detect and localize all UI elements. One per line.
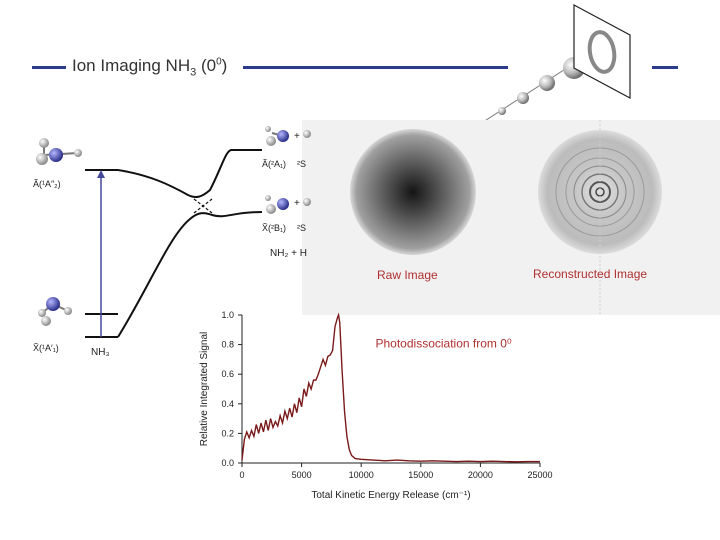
title-rule-far (652, 66, 678, 69)
state-X-left-label: X̃(¹A′₁) (33, 343, 59, 353)
lower-surface-curve (117, 211, 263, 338)
upper-surface-curve (117, 149, 262, 199)
x-tick-label: 20000 (468, 470, 493, 480)
chart-annotation: Photodissociation from 0⁰ (376, 337, 512, 351)
ion-sphere (517, 92, 529, 104)
detector-ring (587, 30, 617, 74)
nh2-X-molecule (265, 195, 311, 214)
slide-title: Ion Imaging NH3 (00) (72, 56, 228, 79)
y-tick-label: 0.0 (221, 458, 234, 468)
conical-intersection (193, 198, 213, 214)
x-tick-label: 25000 (527, 470, 552, 480)
nh3-excited-molecule (36, 138, 82, 165)
state-A-right-label: Ã(²A₁) (262, 159, 286, 169)
s2-top-label: ²S (297, 159, 306, 169)
kinetic-energy-spectrum-chart: 0.0 0.2 0.4 0.6 0.8 1.0 0 5000 10000 15000 20000 25… (199, 310, 553, 501)
detector-plane (573, 3, 631, 100)
y-tick-label: 0.4 (221, 399, 234, 409)
x-tick-label: 10000 (349, 470, 374, 480)
plus-top: + (294, 131, 300, 142)
spectrum-series-line (241, 312, 540, 463)
plus-bottom: + (294, 198, 300, 209)
nh3-label: NH₃ (91, 347, 110, 358)
title-rule-left (32, 66, 66, 69)
x-tick-label: 15000 (408, 470, 433, 480)
y-tick-label: 0.2 (221, 428, 234, 438)
reconstructed-image (538, 120, 662, 315)
title-rule-right (243, 66, 508, 69)
state-X-right-label: X̃(²B₁) (262, 223, 286, 233)
y-tick-label: 0.6 (221, 369, 234, 379)
state-A-left-label: Ã(¹A″₂) (33, 179, 61, 189)
raw-image (350, 129, 476, 255)
arrow-head (97, 170, 105, 178)
y-tick-label: 1.0 (221, 310, 234, 320)
y-axis-label: Relative Integrated Signal (199, 332, 210, 447)
ion-sphere (539, 75, 555, 91)
energy-level-diagram: Ã(¹A″₂) X̃(¹A′₁) NH₃ Ã(²A₁) ²S + X̃(²B₁)… (33, 126, 311, 358)
x-tick-label: 5000 (292, 470, 312, 480)
reconstructed-image-caption: Reconstructed Image (533, 267, 648, 281)
ion-imaging-apparatus-graphic (479, 3, 631, 125)
products-label: NH₂ + H (270, 248, 307, 259)
s2-bottom-label: ²S (297, 223, 306, 233)
ion-images (350, 120, 662, 315)
raw-image-caption: Raw Image (377, 268, 438, 282)
nh3-ground-molecule (38, 297, 72, 326)
y-tick-label: 0.8 (221, 340, 234, 350)
x-axis-label: Total Kinetic Energy Release (cm⁻¹) (311, 490, 470, 501)
x-tick-label: 0 (239, 470, 244, 480)
nh2-A-molecule (265, 126, 311, 146)
ion-sphere (498, 107, 506, 115)
